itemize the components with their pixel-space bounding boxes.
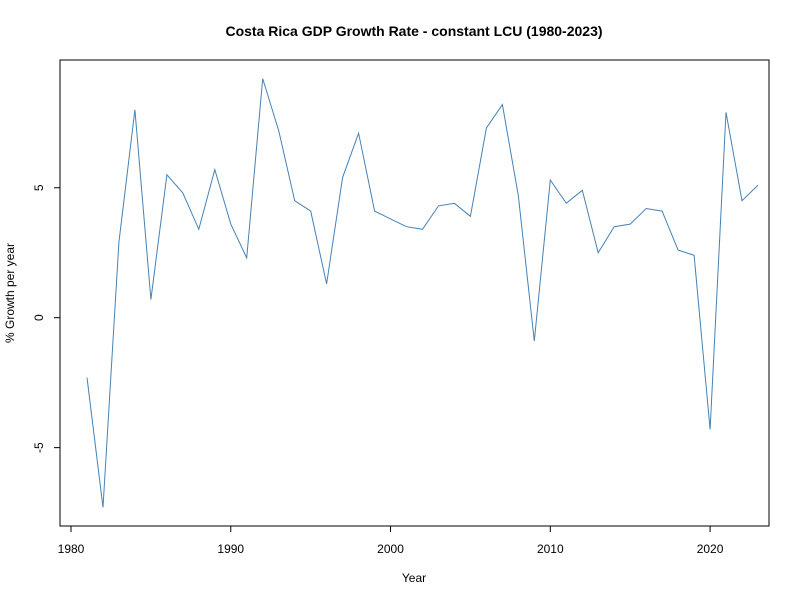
- x-tick-label: 2000: [377, 542, 404, 556]
- x-axis: 1980 1990 2000 2010 2020: [58, 525, 724, 556]
- x-tick-label: 1980: [58, 542, 85, 556]
- series-layer: [86, 78, 759, 508]
- y-axis: -5 0 5: [32, 184, 61, 453]
- y-tick-label: 0: [32, 314, 46, 321]
- chart-title: Costa Rica GDP Growth Rate - constant LC…: [225, 23, 602, 39]
- y-tick-label: 5: [32, 184, 46, 191]
- x-axis-label: Year: [402, 571, 426, 585]
- y-axis-label: % Growth per year: [3, 243, 17, 343]
- plot-frame: [59, 59, 770, 527]
- x-tick-label: 2020: [697, 542, 724, 556]
- gdp-growth-line: [86, 78, 759, 508]
- x-tick-label: 2010: [537, 542, 564, 556]
- x-tick-label: 1990: [217, 542, 244, 556]
- y-tick-label: -5: [32, 442, 46, 453]
